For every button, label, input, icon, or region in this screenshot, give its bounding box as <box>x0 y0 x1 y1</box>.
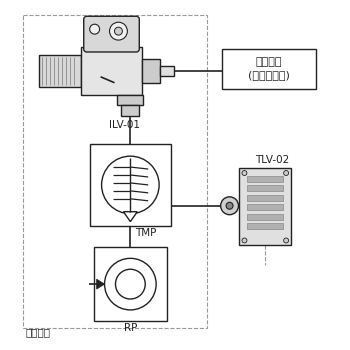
Text: TLV-02: TLV-02 <box>255 155 289 165</box>
Bar <box>247 223 283 229</box>
Circle shape <box>284 238 289 243</box>
Circle shape <box>116 269 145 299</box>
Bar <box>81 47 142 94</box>
Bar <box>118 94 143 105</box>
Circle shape <box>90 24 100 34</box>
Polygon shape <box>124 212 137 222</box>
Polygon shape <box>97 279 105 289</box>
Bar <box>90 144 171 226</box>
Bar <box>142 59 160 83</box>
Bar <box>222 49 316 89</box>
Circle shape <box>105 258 156 310</box>
Text: TMP: TMP <box>135 228 157 238</box>
Circle shape <box>242 238 247 243</box>
FancyBboxPatch shape <box>84 16 139 52</box>
Bar <box>247 214 283 220</box>
Text: 被排気系
(チャンバ等): 被排気系 (チャンバ等) <box>248 57 290 80</box>
Circle shape <box>220 197 238 215</box>
Bar <box>160 66 174 76</box>
Bar <box>247 176 283 182</box>
Bar <box>94 247 167 321</box>
Text: ILV-01: ILV-01 <box>108 120 140 131</box>
Circle shape <box>110 22 127 40</box>
Bar <box>121 105 139 117</box>
Bar <box>247 195 283 201</box>
Circle shape <box>102 156 159 214</box>
Bar <box>247 186 283 191</box>
Text: RP: RP <box>124 323 137 333</box>
Bar <box>239 168 291 245</box>
Circle shape <box>226 202 233 209</box>
Circle shape <box>114 27 122 35</box>
Bar <box>23 15 207 328</box>
Bar <box>39 55 81 87</box>
Circle shape <box>242 170 247 175</box>
Bar <box>247 204 283 210</box>
Circle shape <box>284 170 289 175</box>
Text: 電源入力: 電源入力 <box>25 327 50 337</box>
